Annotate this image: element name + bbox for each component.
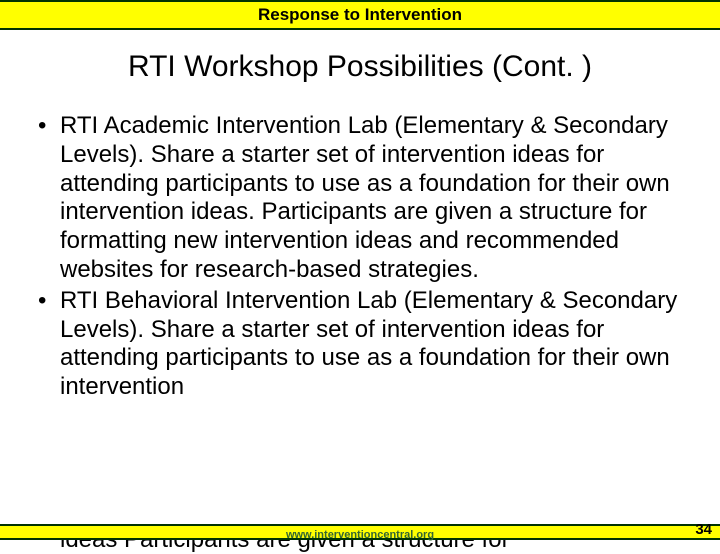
bullet-list: RTI Academic Intervention Lab (Elementar… bbox=[32, 112, 688, 402]
header-bar: Response to Intervention bbox=[0, 0, 720, 30]
footer-url: www.interventioncentral.org bbox=[286, 529, 434, 541]
slide-title: RTI Workshop Possibilities (Cont. ) bbox=[0, 50, 720, 84]
footer-bar: www.interventioncentral.org bbox=[0, 524, 720, 540]
bullet-item: RTI Behavioral Intervention Lab (Element… bbox=[32, 287, 688, 402]
bullet-item: RTI Academic Intervention Lab (Elementar… bbox=[32, 112, 688, 285]
header-title: Response to Intervention bbox=[258, 5, 462, 24]
content-area: RTI Academic Intervention Lab (Elementar… bbox=[0, 112, 720, 402]
page-number: 34 bbox=[695, 521, 712, 538]
